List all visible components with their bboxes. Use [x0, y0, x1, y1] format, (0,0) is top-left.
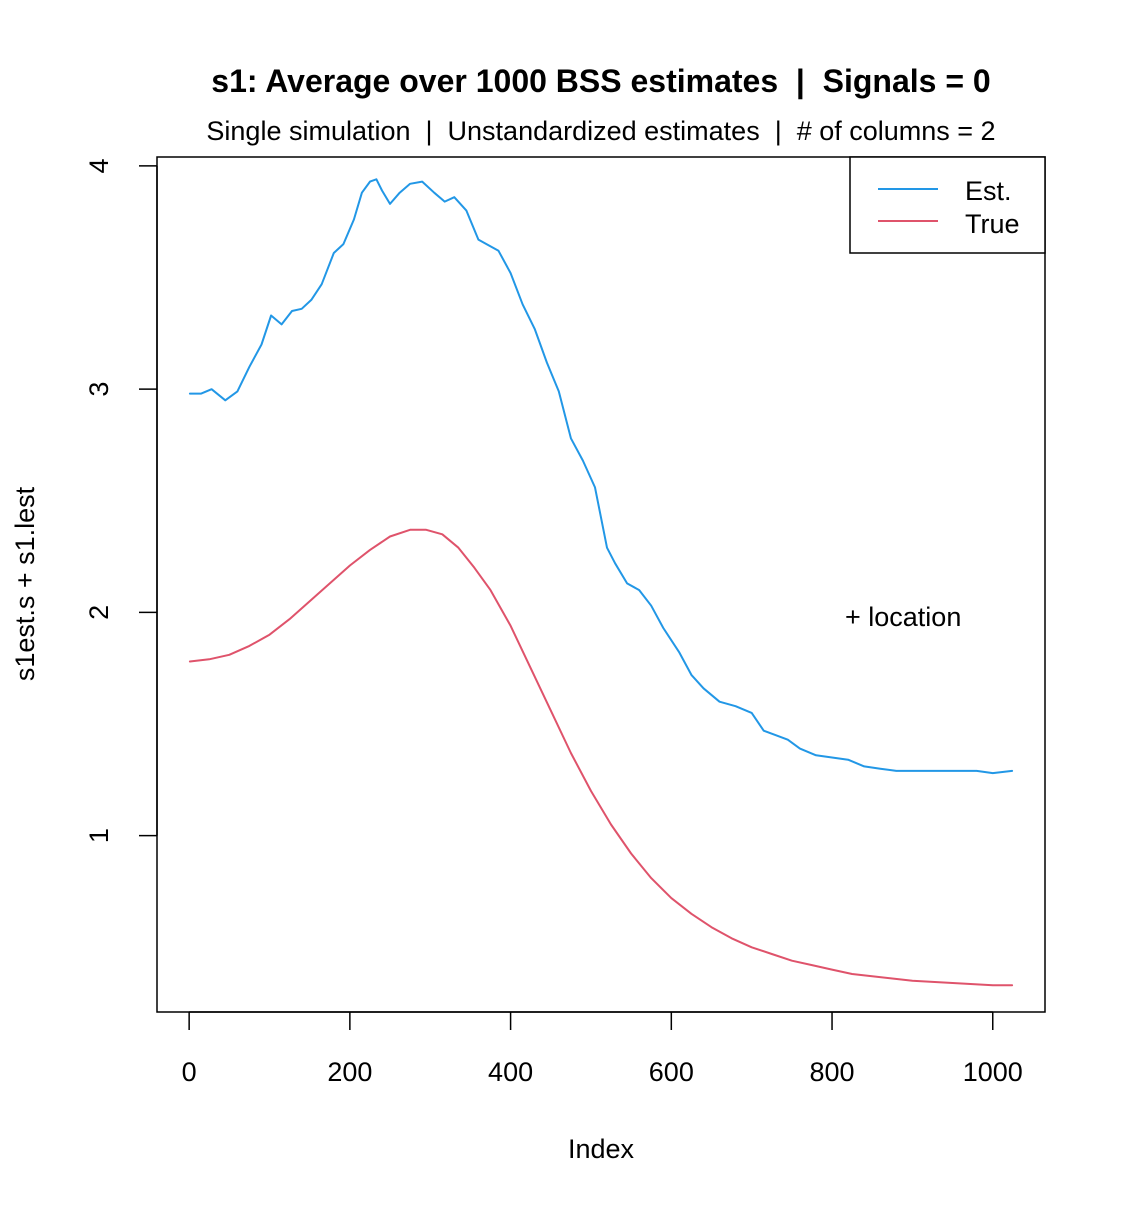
legend: Est. True [849, 156, 1046, 254]
x-axis: 0 200 400 600 800 1000 [182, 1011, 1023, 1087]
series-layer [188, 178, 1014, 987]
y-axis: 1 2 3 4 [84, 158, 158, 843]
y-tick-label: 1 [84, 828, 114, 843]
legend-box [849, 156, 1046, 254]
x-axis-label: Index [568, 1134, 635, 1164]
plot-frame [156, 156, 1046, 1013]
legend-label-est: Est. [965, 176, 1012, 206]
y-tick-label: 3 [84, 382, 114, 397]
x-tick-label: 800 [810, 1057, 855, 1087]
chart-subtitle: Single simulation | Unstandardized estim… [206, 116, 995, 146]
y-tick-label: 4 [84, 158, 114, 173]
x-tick-label: 1000 [963, 1057, 1023, 1087]
x-tick-label: 400 [488, 1057, 533, 1087]
y-axis-label: s1est.s + s1.lest [10, 486, 40, 681]
x-tick-label: 200 [327, 1057, 372, 1087]
legend-label-true: True [965, 209, 1020, 239]
chart-title: s1: Average over 1000 BSS estimates | Si… [211, 63, 990, 99]
y-tick-label: 2 [84, 605, 114, 620]
series-line-est [188, 178, 1014, 775]
location-annotation: + location [845, 602, 961, 632]
x-tick-label: 0 [182, 1057, 197, 1087]
x-tick-label: 600 [649, 1057, 694, 1087]
series-line-true [188, 528, 1014, 987]
